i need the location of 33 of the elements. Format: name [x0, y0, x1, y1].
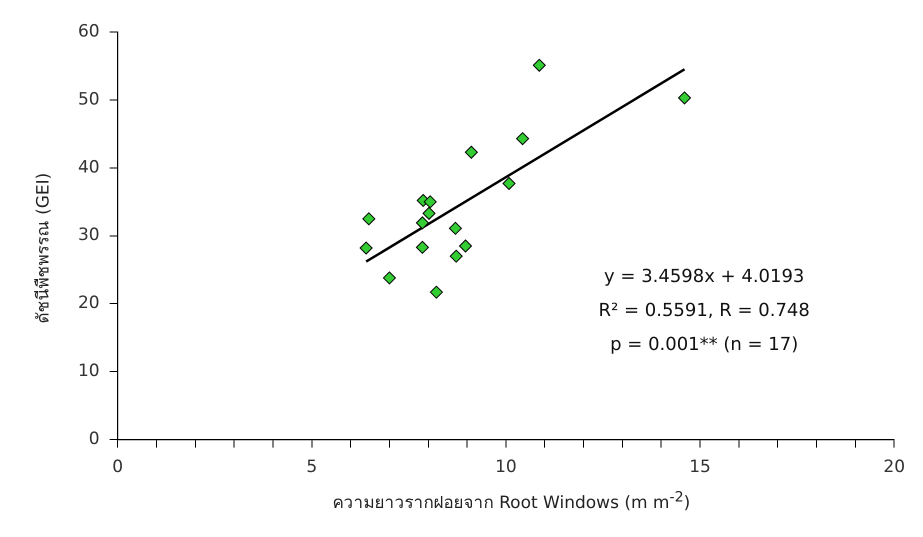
point: [424, 195, 437, 208]
point: [430, 286, 443, 299]
annotation: y = 3.4598x + 4.0193: [604, 266, 804, 287]
point: [448, 222, 462, 235]
y-tick-label: 10: [78, 361, 100, 382]
point: [416, 240, 429, 254]
x-axis-title: ความยาวรากฝอยจาก Root Windows (m m$^{-2}$): [332, 488, 692, 515]
y-axis-title: ดัชนีพืชพรรณ (GEI): [32, 172, 54, 324]
point: [516, 132, 530, 146]
y-tick-label: 0: [88, 429, 100, 450]
y-tick-label: 30: [78, 225, 100, 246]
point: [416, 216, 429, 230]
annotation: p = 0.001** (n = 17): [610, 334, 798, 355]
x-tick-label: 10: [495, 457, 517, 478]
x-tick-label: 15: [689, 457, 711, 478]
point: [502, 176, 516, 190]
x-tick-label: 20: [883, 457, 906, 478]
point: [464, 146, 478, 159]
point: [532, 58, 546, 72]
point: [360, 242, 373, 255]
point: [382, 271, 396, 284]
point: [362, 212, 376, 226]
annotation: R² = 0.5591, R = 0.748: [598, 300, 810, 321]
point: [678, 91, 692, 104]
point: [422, 206, 436, 220]
point: [459, 239, 472, 252]
y-tick-label: 60: [78, 21, 100, 42]
point: [450, 250, 463, 263]
x-tick-label: 0: [112, 457, 124, 478]
y-tick-label: 20: [78, 293, 100, 314]
y-tick-label: 40: [78, 157, 100, 178]
y-tick-label: 50: [78, 89, 100, 110]
x-tick-label: 5: [306, 457, 318, 478]
